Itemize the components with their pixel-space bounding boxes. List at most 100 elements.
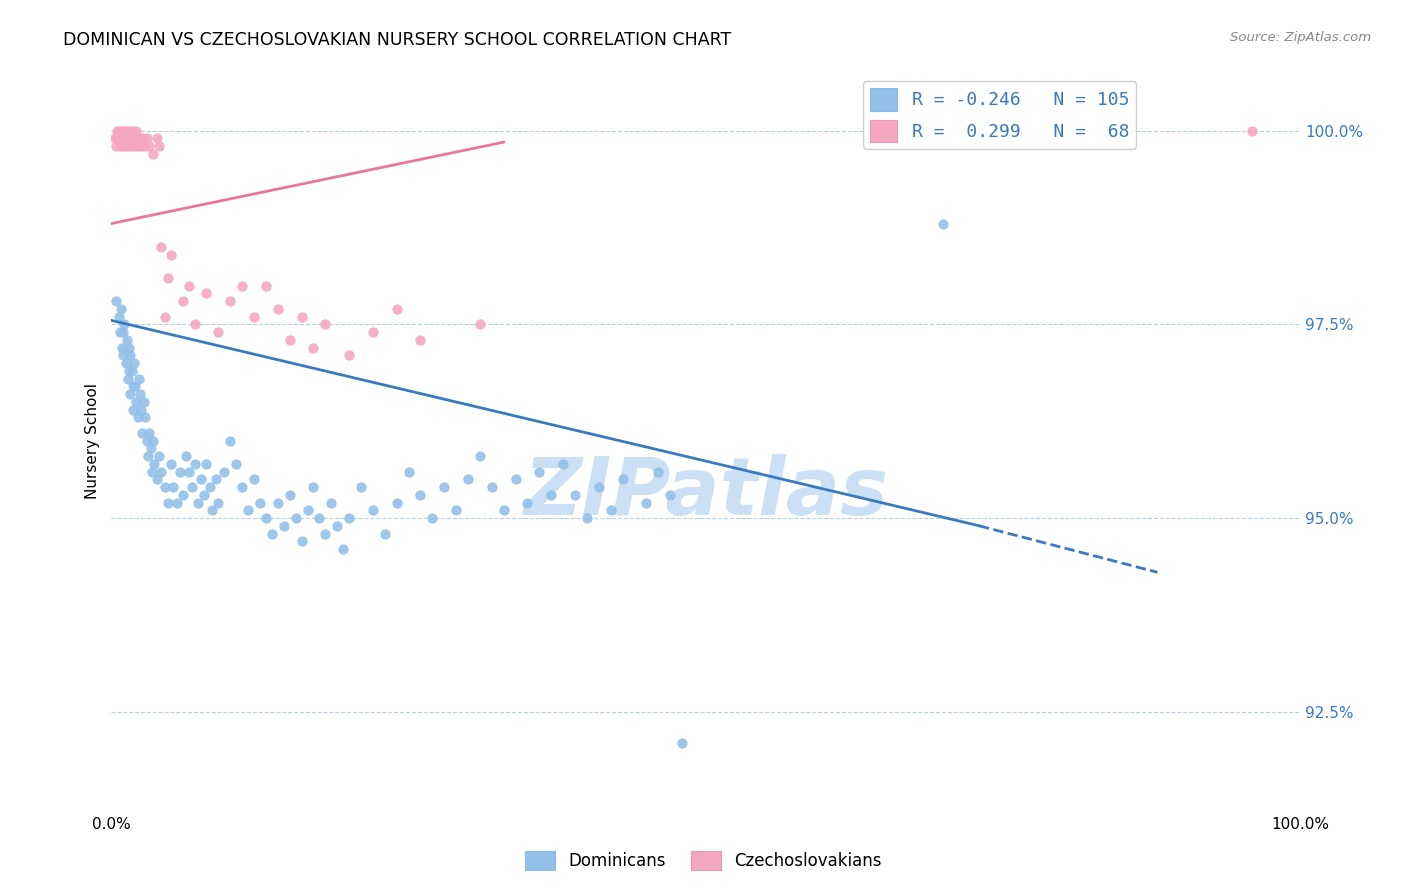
Point	[112, 348, 135, 362]
Point	[564, 488, 586, 502]
Point	[505, 472, 527, 486]
Point	[214, 465, 236, 479]
Point	[207, 325, 229, 339]
Point	[588, 480, 610, 494]
Point	[337, 511, 360, 525]
Point	[195, 457, 218, 471]
Text: Source: ZipAtlas.com: Source: ZipAtlas.com	[1230, 31, 1371, 45]
Point	[121, 131, 143, 145]
Point	[321, 495, 343, 509]
Point	[187, 495, 209, 509]
Point	[110, 131, 132, 145]
Point	[134, 410, 156, 425]
Point	[105, 131, 128, 145]
Point	[314, 526, 336, 541]
Point	[205, 472, 228, 486]
Point	[111, 341, 134, 355]
Point	[219, 434, 242, 448]
Point	[118, 139, 141, 153]
Point	[117, 123, 139, 137]
Point	[142, 146, 165, 161]
Point	[195, 286, 218, 301]
Point	[444, 503, 467, 517]
Point	[114, 318, 136, 332]
Point	[125, 394, 148, 409]
Point	[121, 131, 143, 145]
Point	[134, 139, 156, 153]
Point	[225, 457, 247, 471]
Point	[129, 402, 152, 417]
Point	[142, 434, 165, 448]
Point	[420, 511, 443, 525]
Text: DOMINICAN VS CZECHOSLOVAKIAN NURSERY SCHOOL CORRELATION CHART: DOMINICAN VS CZECHOSLOVAKIAN NURSERY SCH…	[63, 31, 731, 49]
Point	[120, 123, 142, 137]
Point	[124, 379, 146, 393]
Point	[181, 480, 204, 494]
Point	[385, 301, 408, 316]
Point	[105, 123, 128, 137]
Point	[647, 465, 669, 479]
Point	[129, 139, 152, 153]
Point	[385, 495, 408, 509]
Point	[121, 364, 143, 378]
Point	[121, 402, 143, 417]
Point	[172, 293, 194, 308]
Point	[105, 139, 128, 153]
Point	[117, 131, 139, 145]
Point	[177, 465, 200, 479]
Point	[129, 387, 152, 401]
Point	[551, 457, 574, 471]
Point	[107, 131, 129, 145]
Point	[127, 139, 149, 153]
Point	[111, 131, 134, 145]
Point	[183, 318, 205, 332]
Point	[540, 488, 562, 502]
Point	[492, 503, 515, 517]
Point	[110, 123, 132, 137]
Point	[111, 139, 134, 153]
Point	[249, 495, 271, 509]
Point	[122, 131, 145, 145]
Point	[112, 123, 135, 137]
Point	[136, 449, 159, 463]
Point	[337, 348, 360, 362]
Point	[374, 526, 396, 541]
Point	[121, 123, 143, 137]
Point	[174, 449, 197, 463]
Point	[160, 457, 183, 471]
Point	[291, 534, 314, 549]
Point	[243, 472, 266, 486]
Point	[108, 139, 131, 153]
Point	[121, 379, 143, 393]
Point	[138, 425, 160, 440]
Point	[932, 217, 955, 231]
Point	[1241, 123, 1264, 137]
Point	[231, 278, 253, 293]
Point	[115, 333, 138, 347]
Point	[236, 503, 259, 517]
Point	[108, 325, 131, 339]
Point	[122, 356, 145, 370]
Point	[468, 318, 491, 332]
Point	[172, 488, 194, 502]
Point	[157, 495, 180, 509]
Point	[612, 472, 634, 486]
Point	[153, 480, 176, 494]
Point	[243, 310, 266, 324]
Point	[145, 472, 167, 486]
Point	[207, 495, 229, 509]
Point	[112, 131, 135, 145]
Point	[361, 325, 384, 339]
Point	[193, 488, 215, 502]
Point	[468, 449, 491, 463]
Point	[361, 503, 384, 517]
Legend: Dominicans, Czechoslovakians: Dominicans, Czechoslovakians	[517, 844, 889, 877]
Point	[409, 333, 432, 347]
Point	[114, 139, 136, 153]
Point	[127, 410, 149, 425]
Point	[107, 123, 129, 137]
Point	[398, 465, 420, 479]
Point	[120, 131, 142, 145]
Point	[128, 371, 150, 385]
Point	[129, 131, 152, 145]
